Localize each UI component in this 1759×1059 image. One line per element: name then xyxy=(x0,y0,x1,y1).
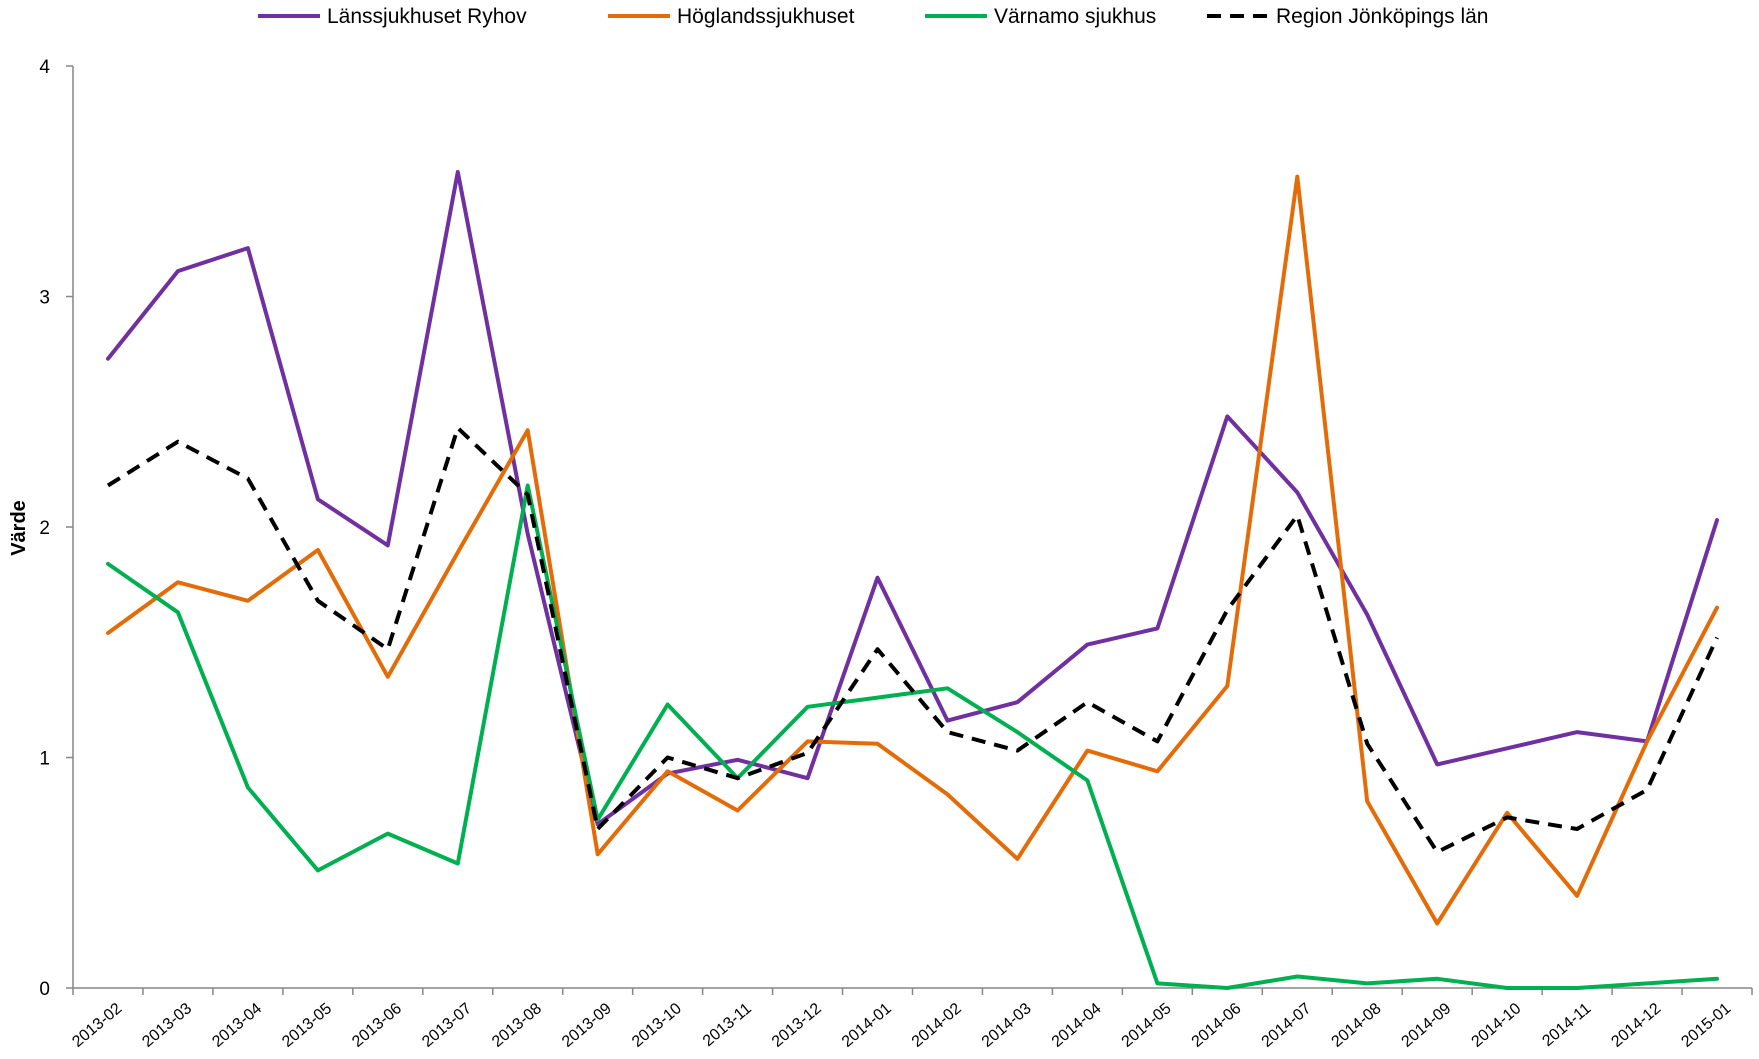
y-tick-label: 4 xyxy=(39,57,50,78)
legend-item-2: Värnamo sjukhus xyxy=(925,5,1156,28)
x-tick-label: 2014-04 xyxy=(1049,1000,1105,1051)
x-tick-label: 2014-01 xyxy=(839,1000,895,1051)
x-tick-label: 2014-03 xyxy=(979,1000,1035,1051)
y-axis-title: Värde xyxy=(8,500,30,556)
x-tick-label: 2013-09 xyxy=(559,1000,615,1051)
legend-label: Länssjukhuset Ryhov xyxy=(327,5,527,28)
y-axis: 0 1 2 3 4 xyxy=(39,57,74,1000)
x-tick-label: 2013-02 xyxy=(69,1000,125,1051)
plot-area xyxy=(106,170,1719,990)
legend-item-3: Region Jönköpings län xyxy=(1207,5,1488,28)
x-tick-label: 2014-07 xyxy=(1259,1000,1315,1051)
x-tick-label: 2014-12 xyxy=(1608,1000,1664,1051)
x-tick-label: 2013-04 xyxy=(209,1000,265,1051)
series-line-0 xyxy=(106,170,1719,827)
legend-label: Höglandssjukhuset xyxy=(677,5,855,28)
x-tick-label: 2014-09 xyxy=(1399,1000,1455,1051)
x-tick-label: 2013-05 xyxy=(279,1000,335,1051)
x-tick-label: 2014-02 xyxy=(909,1000,965,1051)
x-tick-label: 2015-01 xyxy=(1678,1000,1734,1051)
legend-item-1: Höglandssjukhuset xyxy=(608,5,855,28)
x-tick-label: 2013-12 xyxy=(769,1000,825,1051)
x-tick-label: 2014-08 xyxy=(1329,1000,1385,1051)
x-tick-label: 2014-11 xyxy=(1539,1000,1594,1050)
x-tick-label: 2013-03 xyxy=(139,1000,195,1051)
x-tick-label: 2013-11 xyxy=(700,1000,755,1050)
legend-item-0: Länssjukhuset Ryhov xyxy=(258,5,527,28)
y-tick-label: 1 xyxy=(39,749,50,770)
x-tick-label: 2013-10 xyxy=(629,1000,685,1051)
x-tick-label: 2014-10 xyxy=(1468,1000,1524,1051)
x-tick-label: 2013-06 xyxy=(349,1000,405,1051)
x-tick-label: 2014-05 xyxy=(1119,1000,1175,1051)
series-line-3 xyxy=(106,425,1719,854)
x-tick-label: 2014-06 xyxy=(1189,1000,1245,1051)
y-tick-label: 0 xyxy=(39,979,50,1000)
series-line-1 xyxy=(106,174,1719,926)
legend-label: Värnamo sjukhus xyxy=(994,5,1156,28)
y-tick-label: 3 xyxy=(39,288,50,309)
x-axis: 2013-02 2013-03 2013-04 2013-05 2013-06 2013-… xyxy=(69,987,1753,1051)
legend-label: Region Jönköpings län xyxy=(1276,5,1488,28)
x-tick-label: 2013-08 xyxy=(489,1000,545,1051)
x-tick-label: 2013-07 xyxy=(419,1000,475,1051)
y-tick-label: 2 xyxy=(39,518,50,539)
legend: Länssjukhuset Ryhov Höglandssjukhuset Värn… xyxy=(258,5,1488,28)
series-line-2 xyxy=(106,483,1719,990)
